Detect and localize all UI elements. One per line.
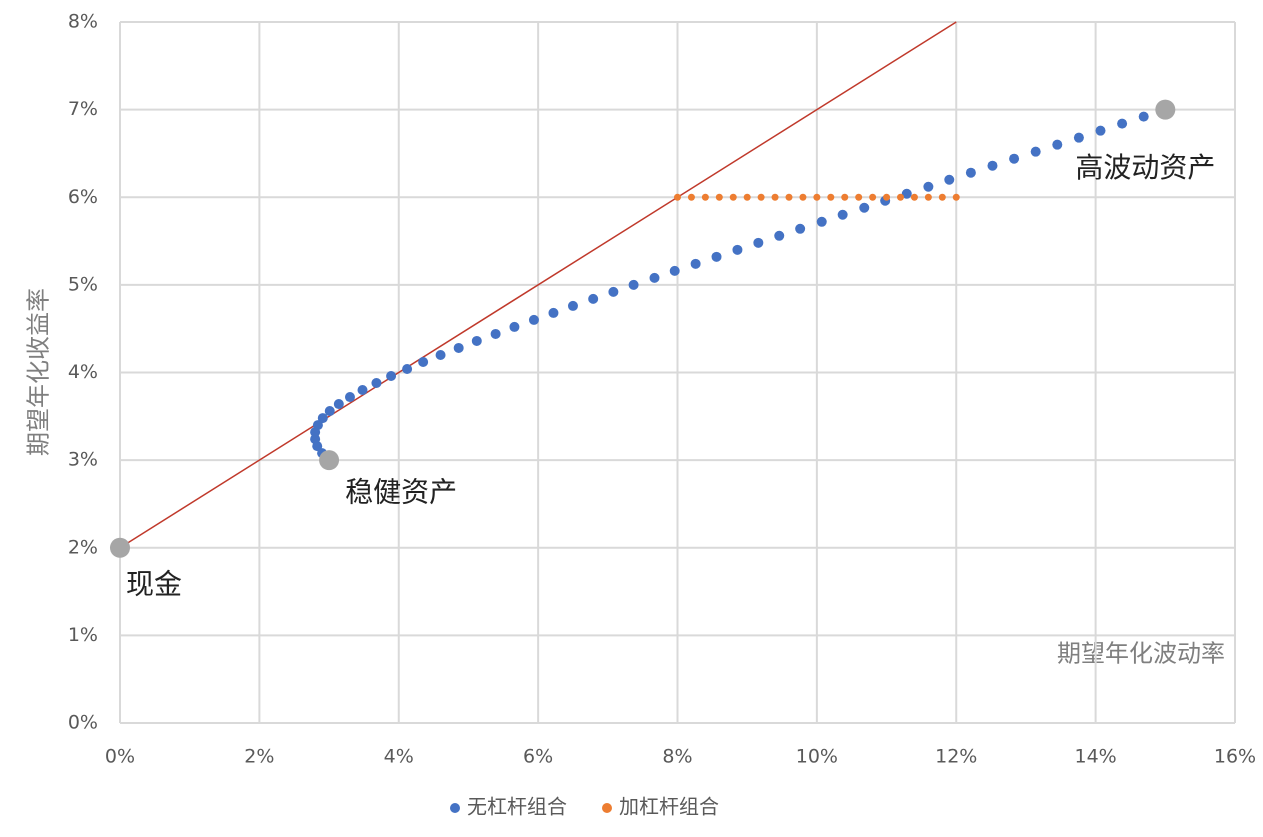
scatter-point bbox=[732, 244, 743, 255]
scatter-point bbox=[923, 181, 934, 192]
scatter-point bbox=[324, 406, 335, 417]
scatter-point bbox=[757, 193, 765, 201]
scatter-point bbox=[785, 193, 793, 201]
scatter-point bbox=[333, 399, 344, 410]
scatter-point bbox=[608, 286, 619, 297]
scatter-point bbox=[548, 307, 559, 318]
anchor-point bbox=[1155, 99, 1176, 120]
scatter-point bbox=[1009, 153, 1020, 164]
y-tick-label: 7% bbox=[68, 98, 98, 120]
scatter-point bbox=[965, 167, 976, 178]
scatter-point bbox=[386, 371, 397, 382]
scatter-point bbox=[841, 193, 849, 201]
scatter-point bbox=[588, 293, 599, 304]
y-axis-title: 期望年化收益率 bbox=[25, 288, 53, 456]
scatter-point bbox=[869, 193, 877, 201]
scatter-point bbox=[859, 202, 870, 213]
x-tick-label: 12% bbox=[935, 746, 977, 768]
scatter-point bbox=[1138, 111, 1149, 122]
scatter-point bbox=[799, 193, 807, 201]
scatter-point bbox=[402, 363, 413, 374]
scatter-point bbox=[649, 272, 660, 283]
x-tick-label: 2% bbox=[244, 746, 274, 768]
scatter-point bbox=[628, 279, 639, 290]
scatter-point bbox=[471, 335, 482, 346]
scatter-point bbox=[952, 193, 960, 201]
x-tick-label: 16% bbox=[1214, 746, 1256, 768]
reference-line bbox=[119, 21, 957, 549]
scatter-point bbox=[357, 385, 368, 396]
anchor-label: 高波动资产 bbox=[1075, 151, 1215, 184]
scatter-point bbox=[312, 420, 323, 431]
scatter-point bbox=[690, 258, 701, 269]
scatter-point bbox=[418, 356, 429, 367]
scatter-point bbox=[795, 223, 806, 234]
scatter-point bbox=[1095, 125, 1106, 136]
scatter-point bbox=[567, 300, 578, 311]
y-tick-label: 0% bbox=[68, 712, 98, 734]
y-tick-label: 4% bbox=[68, 361, 98, 383]
scatter-point bbox=[753, 237, 764, 248]
scatter-point bbox=[901, 188, 912, 199]
scatter-point bbox=[771, 193, 779, 201]
scatter-point bbox=[490, 328, 501, 339]
scatter-point bbox=[729, 193, 737, 201]
scatter-point bbox=[701, 193, 709, 201]
legend-label: 无杠杆组合 bbox=[467, 795, 567, 819]
scatter-point bbox=[669, 265, 680, 276]
scatter-point bbox=[715, 193, 723, 201]
scatter-point bbox=[944, 174, 955, 185]
scatter-point bbox=[883, 193, 891, 201]
legend-marker bbox=[450, 803, 460, 813]
anchor-point bbox=[319, 450, 340, 471]
anchor-label: 现金 bbox=[126, 567, 182, 600]
scatter-point bbox=[1052, 139, 1063, 150]
scatter-point bbox=[938, 193, 946, 201]
scatter-point bbox=[813, 193, 821, 201]
scatter-point bbox=[711, 251, 722, 262]
y-tick-label: 3% bbox=[68, 449, 98, 471]
scatter-point bbox=[1073, 132, 1084, 143]
y-tick-label: 1% bbox=[68, 624, 98, 646]
scatter-point bbox=[453, 342, 464, 353]
scatter-point bbox=[435, 349, 446, 360]
scatter-point bbox=[528, 314, 539, 325]
scatter-point bbox=[310, 434, 321, 445]
scatter-point bbox=[987, 160, 998, 171]
anchor-point bbox=[110, 537, 130, 558]
anchor-label: 稳健资产 bbox=[345, 476, 457, 509]
scatter-point bbox=[317, 413, 328, 424]
scatter-point bbox=[687, 193, 695, 201]
scatter-point bbox=[855, 193, 863, 201]
scatter-point bbox=[910, 193, 918, 201]
y-tick-label: 2% bbox=[68, 536, 98, 558]
y-tick-label: 5% bbox=[68, 273, 98, 295]
scatter-point bbox=[371, 378, 382, 389]
scatter-point bbox=[924, 193, 932, 201]
scatter-point bbox=[674, 193, 681, 201]
scatter-point bbox=[344, 392, 355, 403]
scatter-point bbox=[1117, 118, 1128, 129]
scatter-point bbox=[816, 216, 827, 227]
legend-marker bbox=[602, 803, 612, 813]
x-tick-label: 4% bbox=[384, 746, 414, 768]
y-tick-label: 6% bbox=[68, 186, 98, 208]
x-tick-label: 10% bbox=[796, 746, 838, 768]
scatter-point bbox=[743, 193, 751, 201]
legend-label: 加杠杆组合 bbox=[619, 795, 719, 819]
scatter-point bbox=[837, 209, 848, 220]
scatter-point bbox=[897, 193, 904, 201]
scatter-point bbox=[509, 321, 520, 332]
scatter-point bbox=[827, 193, 835, 201]
x-tick-label: 8% bbox=[662, 746, 692, 768]
y-tick-label: 8% bbox=[68, 11, 98, 33]
scatter-point bbox=[1030, 146, 1041, 157]
x-tick-label: 6% bbox=[523, 746, 553, 768]
x-axis-title: 期望年化波动率 bbox=[1057, 640, 1225, 668]
x-tick-label: 14% bbox=[1075, 746, 1117, 768]
scatter-point bbox=[774, 230, 785, 241]
x-tick-label: 0% bbox=[105, 746, 135, 768]
